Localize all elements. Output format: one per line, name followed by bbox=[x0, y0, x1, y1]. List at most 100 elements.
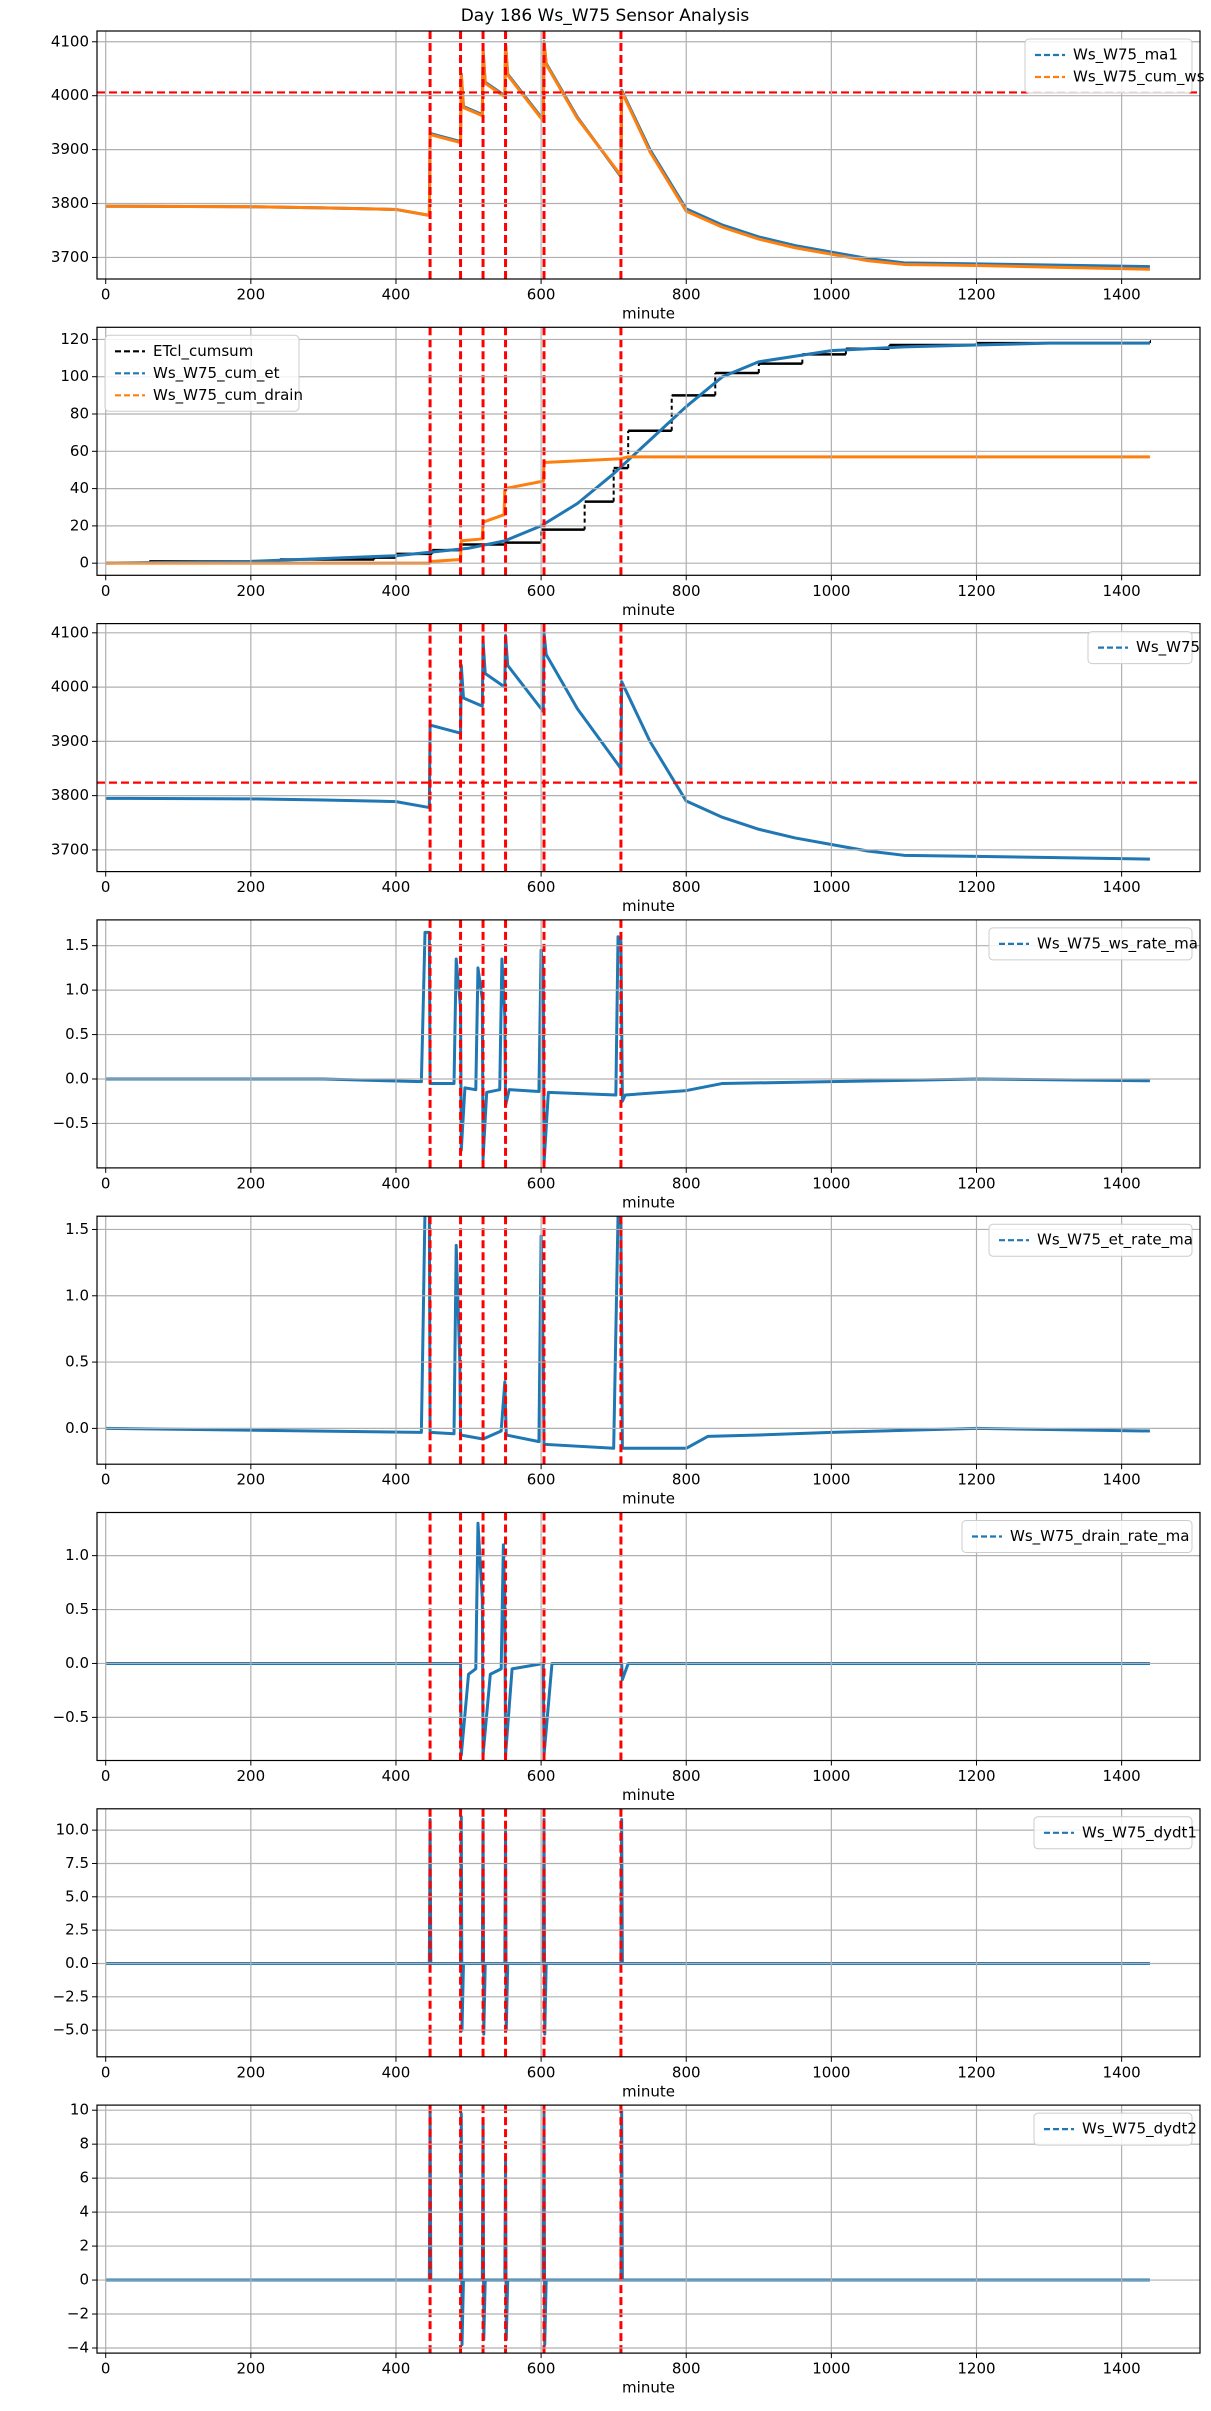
series-line bbox=[105, 341, 1150, 565]
legend-box bbox=[988, 1223, 1193, 1257]
axes-frame bbox=[96, 2104, 1201, 2354]
x-tick-label: 200 bbox=[237, 1174, 266, 1192]
y-tick-label: 4000 bbox=[51, 86, 89, 104]
y-tick-label: 8 bbox=[79, 2135, 89, 2153]
legend-label: Ws_W75_ws_rate_ma bbox=[1037, 934, 1198, 953]
series-line bbox=[105, 2108, 1150, 2347]
y-tick-label: 0.0 bbox=[65, 1654, 89, 1672]
y-tick-label: 0 bbox=[79, 554, 89, 572]
y-tick-label: 6 bbox=[79, 2169, 89, 2187]
x-tick-label: 1000 bbox=[812, 1471, 850, 1489]
y-tick-label: 3900 bbox=[51, 140, 89, 158]
x-tick-label: 800 bbox=[672, 2063, 701, 2081]
x-tick-label: 200 bbox=[237, 286, 266, 304]
x-tick-label: 1200 bbox=[957, 878, 995, 896]
x-tick-label: 1400 bbox=[1103, 2360, 1141, 2378]
y-tick-label: 0.5 bbox=[65, 1025, 89, 1043]
x-tick-label: 1400 bbox=[1103, 582, 1141, 600]
x-tick-label: 1000 bbox=[812, 582, 850, 600]
x-tick-label: 600 bbox=[527, 1174, 556, 1192]
x-tick-label: 1000 bbox=[812, 2063, 850, 2081]
x-tick-label: 1000 bbox=[812, 1174, 850, 1192]
y-tick-label: 5.0 bbox=[65, 1887, 89, 1905]
series-line bbox=[105, 41, 1150, 271]
x-tick-label: 1400 bbox=[1103, 1471, 1141, 1489]
y-tick-label: 2.5 bbox=[65, 1921, 89, 1939]
y-tick-label: 1.0 bbox=[65, 1286, 89, 1304]
y-tick-label: 3700 bbox=[51, 840, 89, 858]
x-tick-label: 0 bbox=[101, 2360, 111, 2378]
plot-area bbox=[105, 919, 1150, 1168]
x-tick-label: 800 bbox=[672, 878, 701, 896]
legend-label: Ws_W75 bbox=[1136, 638, 1200, 657]
y-tick-label: 120 bbox=[60, 330, 89, 348]
x-tick-label: 0 bbox=[101, 878, 111, 896]
y-tick-label: 3800 bbox=[51, 194, 89, 212]
axes-frame bbox=[96, 1808, 1201, 2058]
x-tick-label: 600 bbox=[527, 2360, 556, 2378]
legend-box bbox=[1033, 1816, 1193, 1850]
x-tick-label: 600 bbox=[527, 1767, 556, 1785]
plot-area bbox=[105, 1216, 1150, 1465]
plot-area bbox=[105, 2105, 1150, 2354]
y-tick-label: 100 bbox=[60, 367, 89, 385]
x-tick-label: 400 bbox=[382, 2063, 411, 2081]
x-tick-label: 1400 bbox=[1103, 1767, 1141, 1785]
y-tick-label: 20 bbox=[70, 516, 89, 534]
x-tick-label: 200 bbox=[237, 878, 266, 896]
x-tick-label: 1200 bbox=[957, 286, 995, 304]
axes-frame bbox=[96, 1511, 1201, 1762]
y-tick-label: 10 bbox=[70, 2101, 89, 2119]
x-axis-label: minute bbox=[622, 1786, 675, 1804]
x-tick-label: 1400 bbox=[1103, 2063, 1141, 2081]
y-tick-label: 3700 bbox=[51, 248, 89, 266]
x-axis-label: minute bbox=[622, 897, 675, 915]
x-tick-label: 0 bbox=[101, 1174, 111, 1192]
x-tick-label: 200 bbox=[237, 2360, 266, 2378]
y-tick-label: 0.0 bbox=[65, 1070, 89, 1088]
y-tick-label: 0 bbox=[79, 2271, 89, 2289]
x-tick-label: 800 bbox=[672, 582, 701, 600]
y-tick-label: 10.0 bbox=[56, 1821, 89, 1839]
x-tick-label: 600 bbox=[527, 878, 556, 896]
x-tick-label: 1000 bbox=[812, 286, 850, 304]
x-tick-label: 1000 bbox=[812, 1767, 850, 1785]
x-tick-label: 400 bbox=[382, 2360, 411, 2378]
x-axis-label: minute bbox=[622, 1490, 675, 1508]
x-tick-label: 0 bbox=[101, 1471, 111, 1489]
y-tick-label: 0.5 bbox=[65, 1600, 89, 1618]
plot-area bbox=[97, 31, 1200, 279]
y-tick-label: 0.5 bbox=[65, 1353, 89, 1371]
legend-label: Ws_W75_et_rate_ma bbox=[1037, 1231, 1193, 1250]
x-tick-label: 1200 bbox=[957, 582, 995, 600]
series-line bbox=[105, 1815, 1150, 2036]
x-tick-label: 1200 bbox=[957, 1471, 995, 1489]
plot-area bbox=[105, 1808, 1150, 2057]
series-line bbox=[105, 1216, 1150, 1450]
x-tick-label: 800 bbox=[672, 2360, 701, 2378]
x-tick-label: 400 bbox=[382, 878, 411, 896]
y-tick-label: 4000 bbox=[51, 678, 89, 696]
x-axis-label: minute bbox=[622, 2082, 675, 2100]
y-tick-label: −4 bbox=[67, 2339, 89, 2357]
y-tick-label: 3900 bbox=[51, 732, 89, 750]
legend-label: Ws_W75_drain_rate_ma bbox=[1010, 1527, 1189, 1546]
axes-frame bbox=[96, 30, 1201, 280]
legend-label: Ws_W75_dydt1 bbox=[1082, 1823, 1197, 1842]
axes-frame bbox=[96, 622, 1201, 873]
x-tick-label: 1400 bbox=[1103, 878, 1141, 896]
y-tick-label: 4100 bbox=[51, 32, 89, 50]
x-tick-label: 400 bbox=[382, 1174, 411, 1192]
x-tick-label: 1000 bbox=[812, 2360, 850, 2378]
x-tick-label: 800 bbox=[672, 1174, 701, 1192]
legend-label: Ws_W75_ma1 bbox=[1073, 46, 1178, 65]
x-tick-label: 400 bbox=[382, 1767, 411, 1785]
legend-label: ETcl_cumsum bbox=[153, 342, 253, 361]
x-tick-label: 1400 bbox=[1103, 1174, 1141, 1192]
legend-box bbox=[1033, 2112, 1193, 2146]
y-tick-label: 2 bbox=[79, 2237, 89, 2255]
legend-box bbox=[988, 927, 1193, 961]
x-tick-label: 400 bbox=[382, 1471, 411, 1489]
x-tick-label: 200 bbox=[237, 2063, 266, 2081]
axes-frame bbox=[96, 1215, 1201, 1465]
